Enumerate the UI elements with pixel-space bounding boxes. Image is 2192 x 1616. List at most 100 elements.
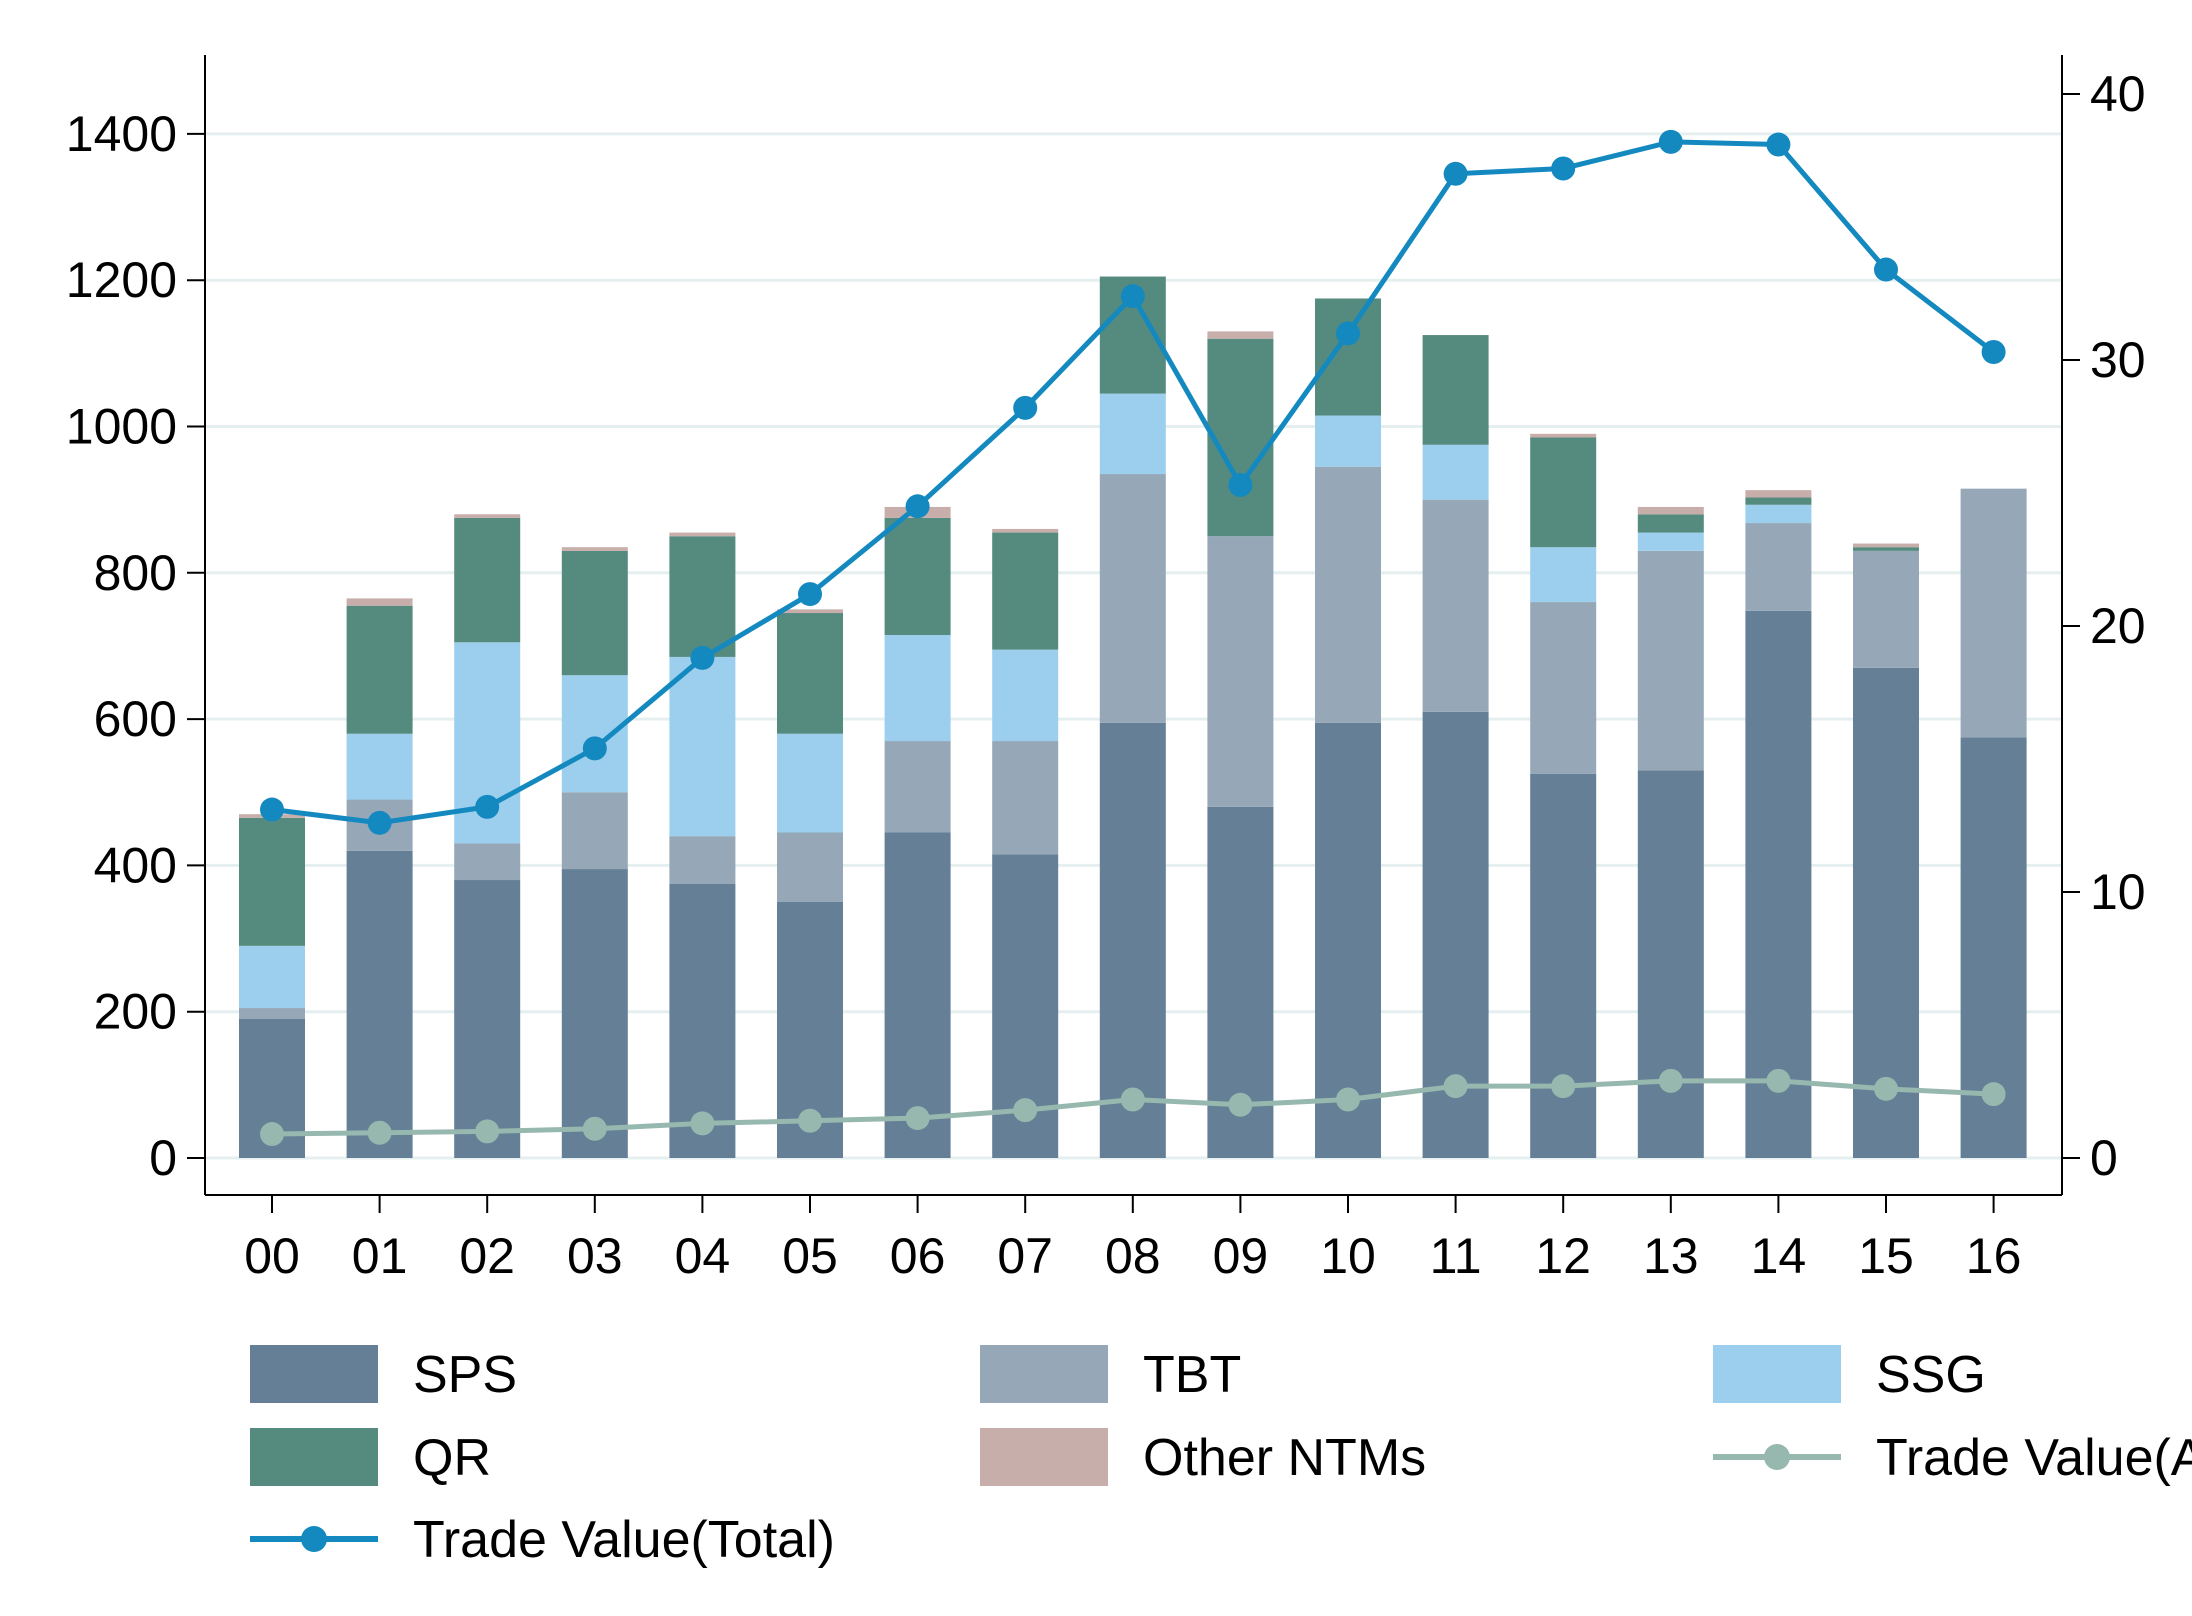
bar-tbt-02 [454, 843, 521, 881]
bar-sps-15 [1853, 667, 1919, 1158]
x-tick-label: 08 [1105, 1228, 1161, 1284]
line-series [260, 129, 2006, 1147]
bar-tbt-09 [1207, 536, 1274, 807]
point-trade-value-total-08 [1120, 284, 1145, 309]
point-trade-value-total-05 [798, 582, 822, 607]
bar-ssg-00 [239, 945, 305, 1009]
bar-other-ntms-14 [1745, 490, 1812, 498]
right-tick-label: 0 [2090, 1130, 2118, 1186]
point-trade-value-agri-14 [1766, 1068, 1791, 1093]
bar-qr-06 [884, 517, 951, 635]
bar-ssg-12 [1530, 547, 1597, 603]
legend-swatch-qr [250, 1428, 378, 1486]
bar-qr-00 [239, 817, 305, 946]
x-tick-label: 07 [997, 1228, 1053, 1284]
point-trade-value-total-11 [1443, 161, 1468, 186]
bar-qr-15 [1853, 547, 1919, 551]
point-trade-value-total-04 [690, 645, 715, 670]
point-trade-value-total-14 [1766, 132, 1791, 157]
bar-sps-02 [454, 880, 521, 1158]
bar-ssg-04 [669, 656, 736, 837]
bar-tbt-07 [992, 741, 1059, 855]
left-tick-label: 1400 [66, 106, 177, 162]
x-tick-label: 00 [244, 1228, 300, 1284]
left-tick-label: 0 [149, 1130, 177, 1186]
bar-tbt-08 [1099, 474, 1166, 723]
bar-ssg-06 [884, 634, 951, 742]
point-trade-value-total-10 [1336, 321, 1360, 346]
x-tick-label: 06 [890, 1228, 946, 1284]
bar-other-ntms-15 [1853, 543, 1919, 548]
bar-sps-03 [561, 869, 628, 1158]
left-tick-label: 1000 [66, 399, 177, 455]
point-trade-value-agri-11 [1443, 1074, 1468, 1099]
point-trade-value-total-07 [1013, 395, 1038, 420]
left-tick-label: 400 [94, 837, 177, 893]
bar-ssg-05 [777, 733, 843, 833]
right-tick-label: 40 [2090, 66, 2146, 122]
x-tick-label: 02 [459, 1228, 515, 1284]
bar-sps-01 [346, 850, 413, 1158]
point-trade-value-agri-13 [1658, 1068, 1683, 1093]
legend-marker-trade-value-total [301, 1526, 327, 1552]
point-trade-value-total-12 [1551, 156, 1576, 181]
point-trade-value-agri-08 [1120, 1087, 1145, 1112]
bar-ssg-13 [1637, 532, 1704, 551]
right-tick-label: 10 [2090, 864, 2146, 920]
bar-tbt-06 [884, 741, 951, 833]
bar-other-ntms-13 [1637, 506, 1704, 515]
bar-ssg-14 [1745, 504, 1812, 524]
bar-ssg-03 [561, 675, 628, 793]
bar-ssg-10 [1315, 415, 1381, 467]
point-trade-value-total-09 [1228, 473, 1253, 498]
bar-qr-14 [1745, 497, 1812, 505]
bar-other-ntms-05 [777, 609, 843, 614]
bar-qr-01 [346, 605, 413, 734]
bar-qr-05 [777, 613, 843, 734]
bar-sps-06 [884, 832, 951, 1158]
bar-tbt-12 [1530, 602, 1597, 774]
right-tick-label: 30 [2090, 332, 2146, 388]
bar-tbt-11 [1422, 499, 1489, 712]
legend: SPS TBT SSG QR Other NTMs Trade Value(Agri.) T… [250, 1345, 2192, 1569]
point-trade-value-agri-01 [367, 1120, 392, 1145]
bar-qr-02 [454, 517, 521, 643]
legend-swatch-other-ntms [980, 1428, 1108, 1486]
bar-qr-03 [561, 550, 628, 676]
bar-tbt-13 [1637, 550, 1704, 771]
point-trade-value-agri-03 [582, 1116, 607, 1141]
left-tick-label: 1200 [66, 252, 177, 308]
bar-qr-04 [669, 536, 736, 657]
bar-tbt-14 [1745, 523, 1812, 611]
point-trade-value-total-16 [1981, 340, 2006, 365]
bar-qr-13 [1637, 514, 1704, 533]
point-trade-value-total-02 [475, 794, 500, 819]
bar-tbt-10 [1315, 466, 1381, 723]
bar-qr-09 [1207, 338, 1274, 537]
legend-swatch-tbt [980, 1345, 1108, 1403]
x-tick-label: 11 [1430, 1228, 1482, 1284]
bar-other-ntms-07 [992, 528, 1059, 533]
bar-tbt-15 [1853, 550, 1919, 668]
legend-label-qr: QR [413, 1429, 491, 1487]
bar-sps-08 [1099, 722, 1166, 1158]
bar-ssg-11 [1422, 444, 1489, 500]
legend-swatch-sps [250, 1345, 378, 1403]
point-trade-value-total-13 [1658, 129, 1683, 154]
bar-qr-07 [992, 532, 1059, 650]
point-trade-value-agri-05 [798, 1108, 822, 1133]
legend-swatch-ssg [1713, 1345, 1841, 1403]
point-trade-value-agri-00 [260, 1122, 284, 1147]
bar-ssg-07 [992, 649, 1059, 742]
legend-label-sps: SPS [413, 1346, 517, 1404]
legend-label-trade-value-agri: Trade Value(Agri.) [1876, 1429, 2192, 1487]
x-tick-label: 12 [1535, 1228, 1591, 1284]
point-trade-value-total-03 [582, 736, 607, 761]
bar-sps-14 [1745, 610, 1812, 1158]
point-trade-value-total-00 [260, 797, 284, 822]
point-trade-value-agri-12 [1551, 1074, 1576, 1099]
legend-label-other-ntms: Other NTMs [1143, 1429, 1426, 1487]
left-tick-label: 600 [94, 691, 177, 747]
legend-label-trade-value-total: Trade Value(Total) [413, 1511, 835, 1569]
